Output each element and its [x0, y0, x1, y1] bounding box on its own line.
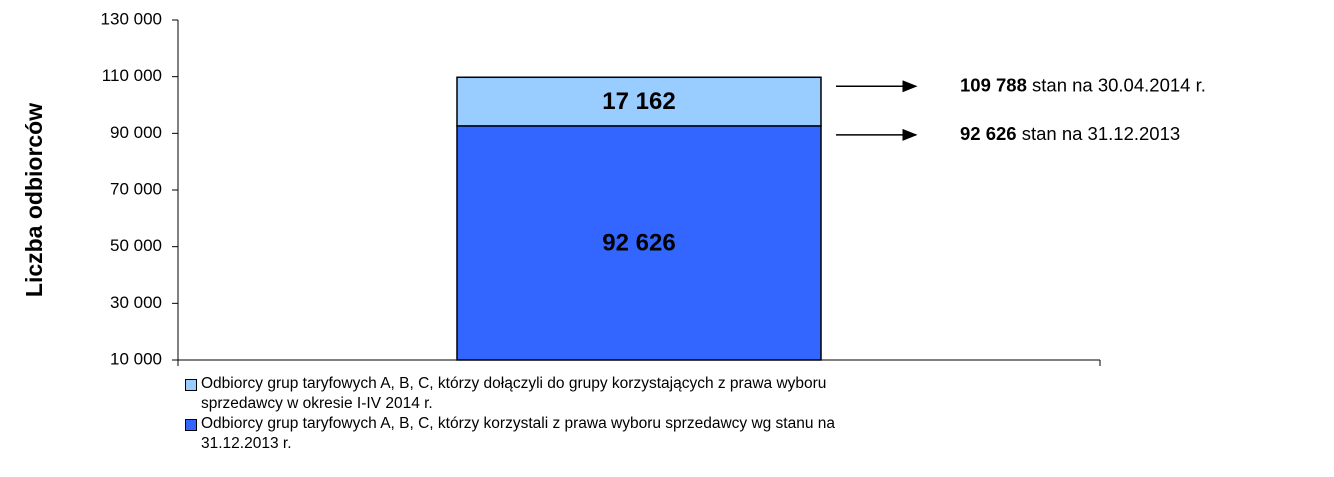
y-tick-label: 50 000	[110, 236, 162, 255]
legend-swatch	[185, 419, 197, 431]
y-tick-label: 70 000	[110, 179, 162, 198]
annotation-text: stan na 30.04.2014 r.	[1027, 74, 1206, 95]
value-label: 17 162	[602, 88, 675, 115]
y-tick-label: 30 000	[110, 293, 162, 312]
annotation: 109 788 stan na 30.04.2014 r.	[960, 74, 1206, 95]
annotation: 92 626 stan na 31.12.2013	[960, 123, 1180, 144]
value-label: 92 626	[602, 229, 675, 256]
y-tick-label: 130 000	[101, 9, 162, 28]
annotation-bold: 92 626	[960, 123, 1017, 144]
y-tick-label: 90 000	[110, 123, 162, 142]
y-tick-label: 110 000	[102, 66, 162, 85]
bar-segment	[456, 125, 822, 361]
annotation-text: stan na 31.12.2013	[1017, 123, 1181, 144]
y-tick-label: 10 000	[110, 349, 162, 368]
legend-item: Odbiorcy grup taryfowych A, B, C, którzy…	[183, 374, 853, 414]
legend-label: Odbiorcy grup taryfowych A, B, C, którzy…	[201, 375, 827, 412]
y-axis-label: Liczba odbiorców	[21, 103, 47, 297]
legend-swatch	[185, 379, 197, 391]
bar-segment	[456, 76, 822, 127]
annotation-bold: 109 788	[960, 74, 1027, 95]
legend-label: Odbiorcy grup taryfowych A, B, C, którzy…	[201, 415, 836, 452]
legend-item: Odbiorcy grup taryfowych A, B, C, którzy…	[183, 414, 853, 454]
legend: Odbiorcy grup taryfowych A, B, C, którzy…	[183, 374, 853, 454]
